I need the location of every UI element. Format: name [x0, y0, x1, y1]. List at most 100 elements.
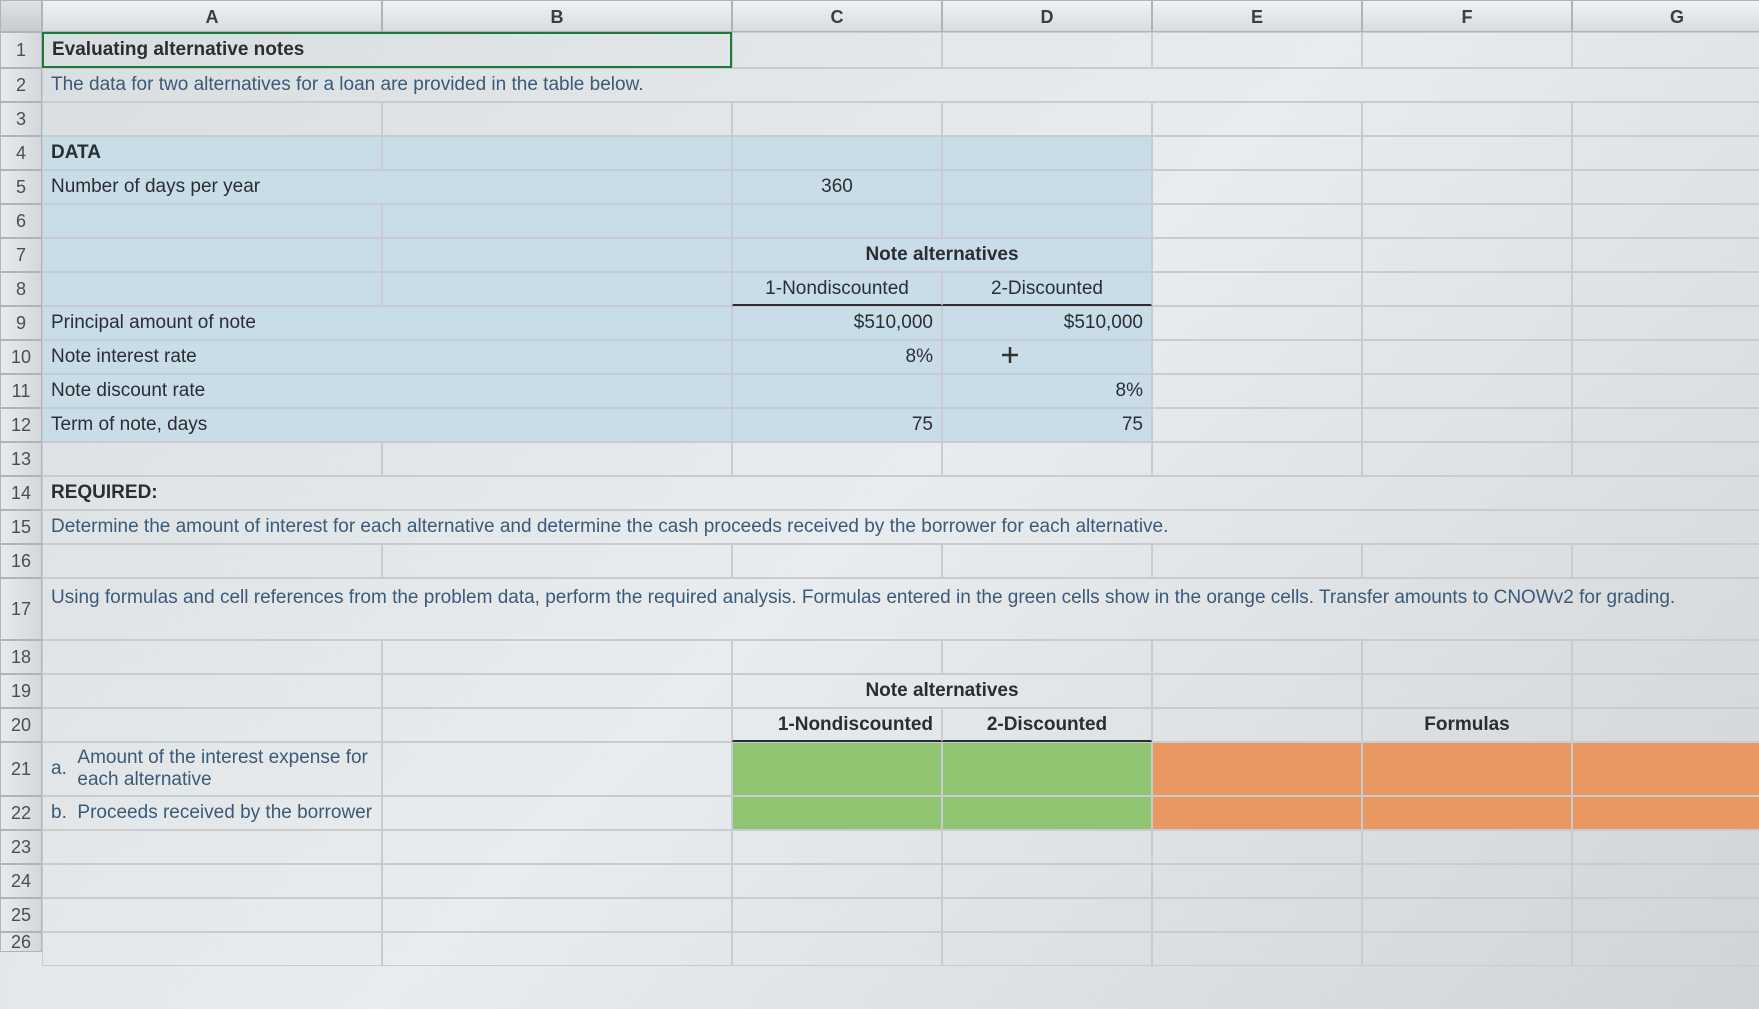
row-header-20[interactable]: 20	[0, 708, 42, 742]
cell-d16[interactable]	[942, 544, 1152, 578]
cell-a21[interactable]: a. Amount of the interest expense for ea…	[42, 742, 382, 796]
cell-e23[interactable]	[1152, 830, 1362, 864]
cell-e11[interactable]	[1152, 374, 1362, 408]
cell-a17[interactable]: Using formulas and cell references from …	[42, 578, 1759, 640]
cell-g20[interactable]	[1572, 708, 1759, 742]
cell-d11[interactable]: 8%	[942, 374, 1152, 408]
cell-a22[interactable]: b. Proceeds received by the borrower	[42, 796, 382, 830]
row-header-1[interactable]: 1	[0, 32, 42, 68]
row-header-23[interactable]: 23	[0, 830, 42, 864]
cell-f4[interactable]	[1362, 136, 1572, 170]
cell-e13[interactable]	[1152, 442, 1362, 476]
cell-e5[interactable]	[1152, 170, 1362, 204]
cell-a3[interactable]	[42, 102, 382, 136]
cell-f23[interactable]	[1362, 830, 1572, 864]
cell-c8[interactable]: 1-Nondiscounted	[732, 272, 942, 306]
cell-a19[interactable]	[42, 674, 382, 708]
cell-d1[interactable]	[942, 32, 1152, 68]
row-header-3[interactable]: 3	[0, 102, 42, 136]
cell-a8[interactable]	[42, 272, 382, 306]
cell-e8[interactable]	[1152, 272, 1362, 306]
cell-f7[interactable]	[1362, 238, 1572, 272]
cell-c5[interactable]: 360	[732, 170, 942, 204]
row-header-16[interactable]: 16	[0, 544, 42, 578]
cell-d6[interactable]	[942, 204, 1152, 238]
cell-g13[interactable]	[1572, 442, 1759, 476]
cell-e24[interactable]	[1152, 864, 1362, 898]
cell-g24[interactable]	[1572, 864, 1759, 898]
cell-c3[interactable]	[732, 102, 942, 136]
cell-f16[interactable]	[1362, 544, 1572, 578]
cell-f9[interactable]	[1362, 306, 1572, 340]
cell-a15[interactable]: Determine the amount of interest for eac…	[42, 510, 1759, 544]
cell-c20[interactable]: 1-Nondiscounted	[732, 708, 942, 742]
col-header-e[interactable]: E	[1152, 0, 1362, 32]
cell-d9[interactable]: $510,000	[942, 306, 1152, 340]
cell-d21[interactable]	[942, 742, 1152, 796]
cell-c6[interactable]	[732, 204, 942, 238]
cell-c24[interactable]	[732, 864, 942, 898]
cell-d20[interactable]: 2-Discounted	[942, 708, 1152, 742]
cell-f6[interactable]	[1362, 204, 1572, 238]
cell-g16[interactable]	[1572, 544, 1759, 578]
cell-g7[interactable]	[1572, 238, 1759, 272]
cell-b19[interactable]	[382, 674, 732, 708]
cell-c16[interactable]	[732, 544, 942, 578]
cell-a25[interactable]	[42, 898, 382, 932]
row-header-4[interactable]: 4	[0, 136, 42, 170]
row-header-7[interactable]: 7	[0, 238, 42, 272]
cell-e18[interactable]	[1152, 640, 1362, 674]
col-header-c[interactable]: C	[732, 0, 942, 32]
cell-a12[interactable]: Term of note, days	[42, 408, 732, 442]
cell-d24[interactable]	[942, 864, 1152, 898]
cell-b22[interactable]	[382, 796, 732, 830]
cell-c19[interactable]: Note alternatives	[732, 674, 1152, 708]
cell-d26[interactable]	[942, 932, 1152, 966]
cell-g3[interactable]	[1572, 102, 1759, 136]
cell-d5[interactable]	[942, 170, 1152, 204]
cell-g18[interactable]	[1572, 640, 1759, 674]
cell-d8[interactable]: 2-Discounted	[942, 272, 1152, 306]
cell-f1[interactable]	[1362, 32, 1572, 68]
cell-a26[interactable]	[42, 932, 382, 966]
cell-a10[interactable]: Note interest rate	[42, 340, 732, 374]
cell-a20[interactable]	[42, 708, 382, 742]
row-header-13[interactable]: 13	[0, 442, 42, 476]
cell-f5[interactable]	[1362, 170, 1572, 204]
cell-c26[interactable]	[732, 932, 942, 966]
cell-b8[interactable]	[382, 272, 732, 306]
cell-e1[interactable]	[1152, 32, 1362, 68]
cell-f13[interactable]	[1362, 442, 1572, 476]
cell-b7[interactable]	[382, 238, 732, 272]
cell-g6[interactable]	[1572, 204, 1759, 238]
cell-c1[interactable]	[732, 32, 942, 68]
cell-f24[interactable]	[1362, 864, 1572, 898]
col-header-f[interactable]: F	[1362, 0, 1572, 32]
cell-g8[interactable]	[1572, 272, 1759, 306]
cell-e16[interactable]	[1152, 544, 1362, 578]
cell-c22[interactable]	[732, 796, 942, 830]
cell-d4[interactable]	[942, 136, 1152, 170]
cell-b20[interactable]	[382, 708, 732, 742]
cell-f12[interactable]	[1362, 408, 1572, 442]
row-header-24[interactable]: 24	[0, 864, 42, 898]
cell-c13[interactable]	[732, 442, 942, 476]
cell-e7[interactable]	[1152, 238, 1362, 272]
cell-c9[interactable]: $510,000	[732, 306, 942, 340]
cell-d3[interactable]	[942, 102, 1152, 136]
cell-f10[interactable]	[1362, 340, 1572, 374]
row-header-15[interactable]: 15	[0, 510, 42, 544]
cell-f26[interactable]	[1362, 932, 1572, 966]
cell-a23[interactable]	[42, 830, 382, 864]
cell-d12[interactable]: 75	[942, 408, 1152, 442]
cell-g22[interactable]	[1572, 796, 1759, 830]
cell-f3[interactable]	[1362, 102, 1572, 136]
cell-e19[interactable]	[1152, 674, 1362, 708]
row-header-17[interactable]: 17	[0, 578, 42, 640]
row-header-25[interactable]: 25	[0, 898, 42, 932]
cell-b13[interactable]	[382, 442, 732, 476]
cell-g5[interactable]	[1572, 170, 1759, 204]
col-header-d[interactable]: D	[942, 0, 1152, 32]
row-header-10[interactable]: 10	[0, 340, 42, 374]
cell-b4[interactable]	[382, 136, 732, 170]
